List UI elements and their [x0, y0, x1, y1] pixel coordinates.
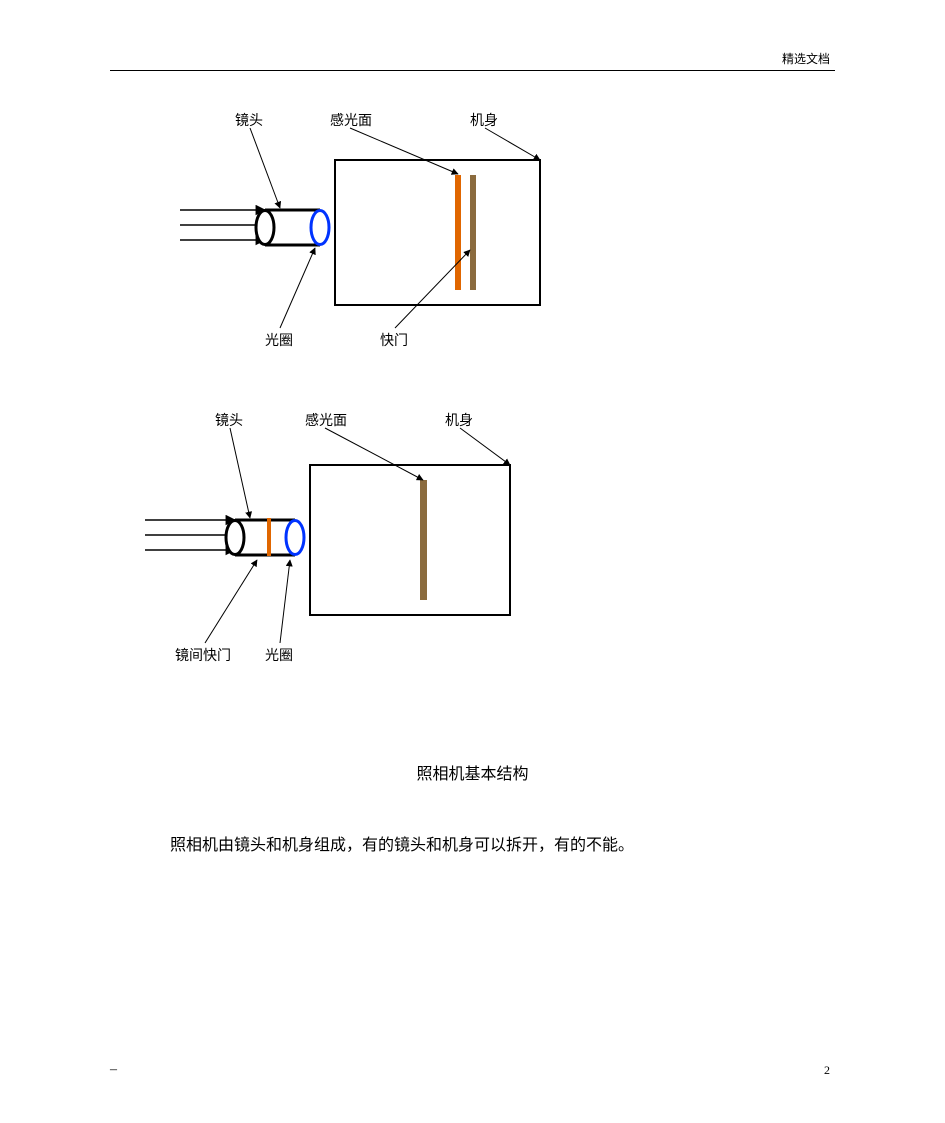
label-body: 机身 — [470, 110, 498, 130]
footer-dash: – — [110, 1062, 117, 1078]
diagram-2: 镜头 感光面 机身 镜间快门 光圈 — [145, 400, 565, 680]
page: 精选文档 镜头 感光面 机身 光圈 快门 镜头 感光面 机身 镜间快门 光圈 照… — [0, 0, 945, 1123]
label-sensor: 感光面 — [305, 410, 347, 430]
diagram-1: 镜头 感光面 机身 光圈 快门 — [180, 100, 600, 360]
label-sensor: 感光面 — [330, 110, 372, 130]
diagram-2-svg — [145, 400, 565, 680]
diagram-1-svg — [180, 100, 600, 360]
footer-page-number: 2 — [824, 1063, 830, 1078]
label-leaf-shutter: 镜间快门 — [175, 645, 231, 665]
label-aperture: 光圈 — [265, 645, 293, 665]
header-text: 精选文档 — [782, 50, 830, 67]
label-body: 机身 — [445, 410, 473, 430]
body-paragraph: 照相机由镜头和机身组成，有的镜头和机身可以拆开，有的不能。 — [170, 830, 634, 862]
figure-caption: 照相机基本结构 — [0, 760, 945, 784]
label-lens: 镜头 — [215, 410, 243, 430]
label-lens: 镜头 — [235, 110, 263, 130]
label-shutter: 快门 — [380, 330, 408, 350]
header-rule — [110, 70, 835, 71]
label-aperture: 光圈 — [265, 330, 293, 350]
